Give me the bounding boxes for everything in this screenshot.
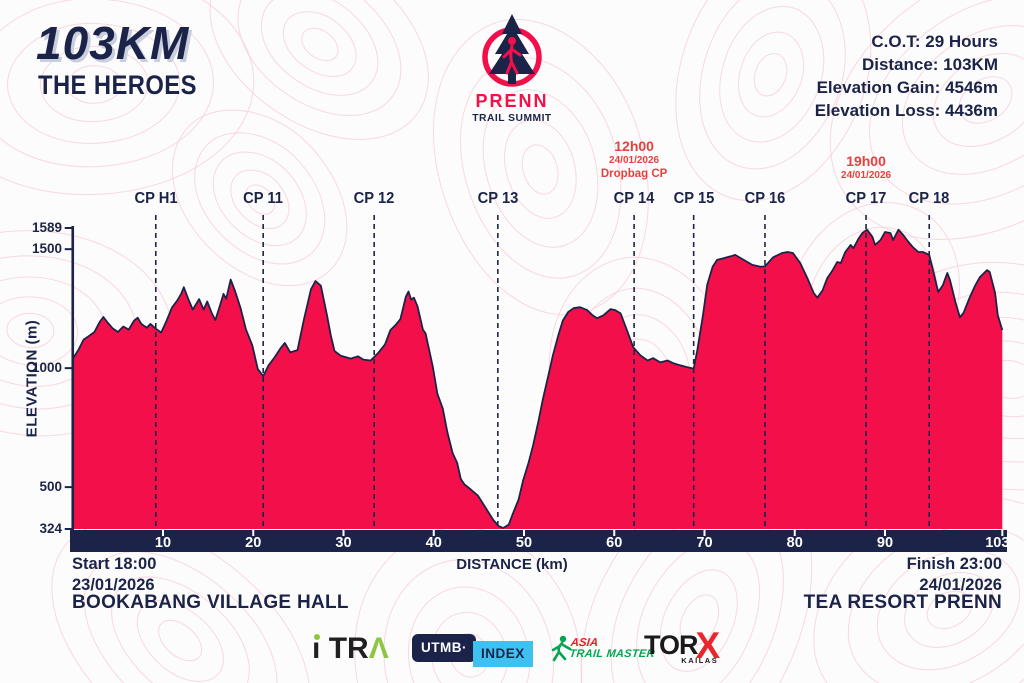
x-tick-label: 70 — [696, 535, 713, 551]
checkpoint-label: CP 17 — [845, 190, 887, 207]
finish-time: Finish 23:00 — [906, 555, 1002, 573]
y-tick-label: 1589 — [31, 220, 62, 235]
checkpoint-dropbag-label: Dropbag CP — [600, 168, 668, 180]
y-tick-label: 324 — [39, 521, 62, 536]
checkpoint-label: CP 14 — [613, 190, 655, 207]
x-tick-label: 30 — [335, 535, 352, 551]
checkpoint-label: CP 13 — [477, 190, 519, 207]
utmb-badge: UTMB· — [412, 634, 476, 662]
utmb-index-badge: INDEX — [473, 641, 533, 667]
x-axis-bar — [70, 530, 1007, 552]
elevation-outline — [72, 228, 1004, 529]
y-tick-label: 1000 — [31, 360, 62, 376]
x-tick-label: 20 — [245, 535, 262, 551]
event-logo: PRENN TRAIL SUMMIT — [462, 10, 562, 124]
race-stats: C.O.T: 29 Hours Distance: 103KM Elevatio… — [815, 30, 998, 122]
checkpoint-cutoff-date: 24/01/2026 — [609, 155, 660, 166]
x-axis-title: DISTANCE (km) — [456, 556, 568, 573]
start-info: Start 18:00 23/01/2026 — [72, 554, 156, 596]
y-tick-label: 500 — [39, 479, 62, 495]
prenn-logo-icon — [482, 14, 542, 87]
itra-tr: TR — [328, 632, 369, 665]
x-tick-label: 40 — [425, 535, 442, 551]
checkpoint-label: CP 15 — [673, 190, 714, 207]
y-tick-label: 1500 — [31, 241, 62, 257]
page-title: 103KM — [36, 17, 190, 69]
finish-info: Finish 23:00 24/01/2026 — [907, 554, 1002, 596]
x-tick-label: 50 — [515, 535, 533, 551]
start-time: Start 18:00 — [72, 555, 157, 573]
checkpoint-label: CP 18 — [908, 190, 950, 207]
start-date: 23/01/2026 — [72, 576, 155, 594]
checkpoint-cutoff-date: 24/01/2026 — [841, 170, 892, 181]
itra-a: Λ — [368, 632, 389, 665]
stat-elevation-gain: Elevation Gain: 4546m — [816, 78, 998, 97]
sponsor-row: ı TRΛ UTMB· INDEX ASIA TRAIL MASTER TOR … — [0, 625, 1024, 672]
logo-tagline: TRAIL SUMMIT — [472, 112, 552, 124]
torx-x: X — [695, 625, 721, 666]
checkpoint-label: CP 16 — [744, 190, 786, 207]
itra-dot-icon — [314, 634, 320, 640]
asia-trail-master-logo: ASIA TRAIL MASTER — [548, 634, 655, 664]
page-subtitle: THE HEROES — [38, 70, 197, 100]
torx-tor: TOR — [644, 630, 699, 660]
elevation-area — [72, 229, 1003, 529]
itra-i: ı — [312, 632, 321, 665]
checkpoint-note: 19h00 24/01/2026 — [841, 154, 891, 182]
checkpoint-label: CP 12 — [353, 190, 395, 207]
utmb-index-logo: UTMB· INDEX — [412, 634, 533, 667]
checkpoint-cutoff-time: 12h00 — [614, 138, 654, 154]
torx-logo: TOR X KAILAS — [644, 625, 720, 667]
checkpoint-cutoff-time: 19h00 — [846, 153, 886, 169]
atm-runner-icon — [551, 635, 572, 662]
checkpoint-label: CP 11 — [243, 190, 284, 207]
stat-cot: C.O.T: 29 Hours — [871, 32, 998, 51]
logo-name: PRENN — [475, 91, 549, 111]
torx-kailas: KAILAS — [681, 656, 719, 665]
checkpoint-label: CP H1 — [134, 190, 178, 207]
atm-line2: TRAIL MASTER — [568, 648, 656, 660]
stat-elevation-loss: Elevation Loss: 4436m — [814, 101, 998, 120]
x-tick-label: 60 — [606, 535, 623, 551]
x-tick-label: 80 — [786, 535, 803, 551]
x-tick-label: 90 — [876, 535, 894, 551]
stat-distance: Distance: 103KM — [861, 55, 998, 74]
x-tick-label: 10 — [154, 535, 172, 551]
x-tick-label: 103 — [985, 535, 1010, 551]
itra-logo: ı TRΛ — [312, 632, 389, 666]
finish-date: 24/01/2026 — [919, 576, 1002, 594]
checkpoint-note: 12h00 24/01/2026 Dropbag CP — [601, 139, 667, 181]
start-venue: BOOKABANG VILLAGE HALL — [72, 592, 349, 613]
finish-venue: TEA RESORT PRENN — [803, 592, 1002, 613]
